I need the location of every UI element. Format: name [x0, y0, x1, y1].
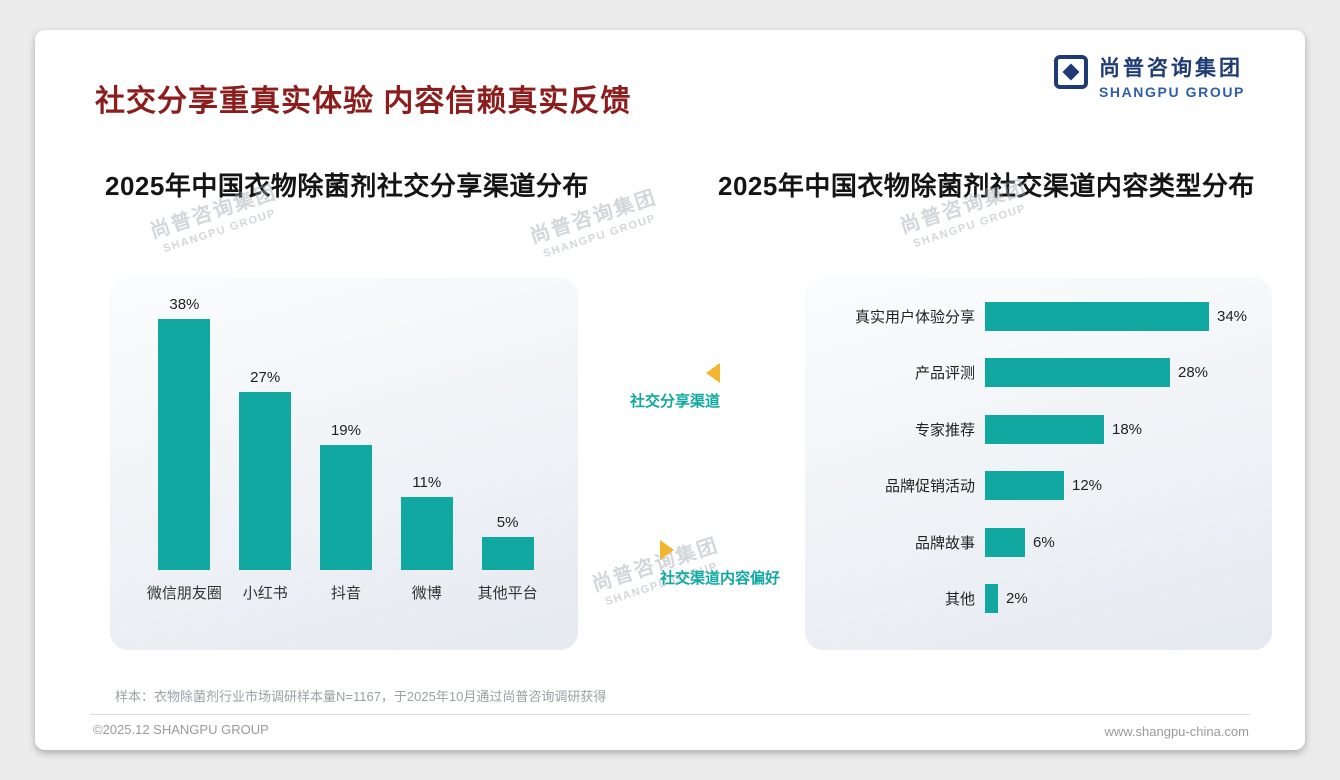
page-title: 社交分享重真实体验 内容信赖真实反馈: [95, 85, 632, 118]
annotation-content-preference-label: 社交渠道内容偏好: [660, 570, 781, 587]
share-channel-chart: 38% 微信朋友圈 27% 小红书 19% 抖音 11% 微博 5% 其他平台: [110, 278, 578, 650]
bar: [400, 497, 453, 570]
right-chart-title: 2025年中国衣物除菌剂社交渠道内容类型分布: [718, 171, 1255, 201]
bar-stack: 38%: [158, 278, 211, 570]
bar: [985, 527, 1025, 557]
bar-value-label: 2%: [1006, 590, 1028, 608]
bar-value-label: 38%: [169, 296, 200, 313]
bar-category-label: 专家推荐: [914, 421, 975, 439]
bar-category-label: 微信朋友圈: [146, 585, 222, 602]
bar-group: 38% 微信朋友圈: [144, 278, 225, 603]
vertical-chart-plot: 38% 微信朋友圈 27% 小红书 19% 抖音 11% 微博 5% 其他平台: [130, 278, 562, 603]
bar-row: 品牌促销活动 12%: [827, 458, 1262, 515]
annotation-share-channel-label: 社交分享渠道: [629, 393, 720, 410]
bar: [481, 537, 534, 570]
sample-note: 样本：衣物除菌剂行业市场调研样本量N=1167，于2025年10月通过尚普咨询调…: [115, 689, 607, 704]
bar-group: 5% 其他平台: [467, 278, 548, 603]
bar: [319, 445, 372, 570]
bar-group: 19% 抖音: [306, 278, 387, 603]
bar-value-label: 5%: [496, 514, 519, 531]
bar-row: 产品评测 28%: [827, 345, 1262, 402]
bar-value-label: 6%: [1033, 533, 1055, 551]
bar: [985, 471, 1064, 501]
bar-category-label: 品牌促销活动: [884, 478, 975, 496]
bar-stack: 27%: [239, 278, 292, 570]
footer-divider: [90, 714, 1250, 715]
bar: [985, 414, 1104, 444]
bar-value-label: 12%: [1072, 477, 1103, 495]
content-type-chart: 真实用户体验分享 34% 产品评测 28% 专家推荐 18% 品牌促销活动 12% 品牌故事 6%…: [805, 278, 1272, 650]
logo-text: 尚普咨询集团 SHANGPU GROUP: [1099, 52, 1245, 100]
bar-category-label: 抖音: [330, 585, 361, 602]
shangpu-logo-icon: [1053, 55, 1088, 89]
bar: [239, 392, 292, 570]
arrow-right-icon: [660, 540, 674, 560]
bar-category-label: 真实用户体验分享: [854, 308, 975, 326]
bar-value-label: 11%: [412, 474, 442, 491]
bar-value-label: 28%: [1178, 364, 1209, 382]
watermark-en: SHANGPU GROUP: [911, 202, 1028, 251]
bar-category-label: 微博: [411, 585, 442, 602]
website-text: www.shangpu-china.com: [1104, 724, 1249, 739]
bar-stack: 11%: [400, 278, 453, 570]
bar-category-label: 其他平台: [477, 585, 538, 602]
logo: 尚普咨询集团 SHANGPU GROUP: [1053, 52, 1245, 100]
bar-value-label: 27%: [250, 369, 281, 386]
bar: [985, 358, 1170, 388]
copyright-text: ©2025.12 SHANGPU GROUP: [93, 722, 269, 737]
horizontal-chart-plot: 真实用户体验分享 34% 产品评测 28% 专家推荐 18% 品牌促销活动 12% 品牌故事 6%…: [827, 288, 1262, 627]
arrow-left-icon: [706, 363, 720, 383]
bar: [985, 301, 1209, 331]
bar-row: 品牌故事 6%: [827, 514, 1262, 571]
bar-value-label: 19%: [330, 422, 361, 439]
annotation-content-preference: 社交渠道内容偏好: [660, 540, 830, 588]
bar: [985, 584, 998, 614]
bar-category-label: 其他: [944, 591, 975, 609]
bar-row: 真实用户体验分享 34%: [827, 288, 1262, 345]
logo-name-cn: 尚普咨询集团: [1098, 57, 1243, 80]
bar-row: 专家推荐 18%: [827, 401, 1262, 458]
annotation-share-channel: 社交分享渠道: [592, 363, 720, 411]
bar-group: 27% 小红书: [225, 278, 306, 603]
slide-card: 尚普咨询集团 SHANGPU GROUP 尚普咨询集团 SHANGPU GROU…: [35, 30, 1305, 750]
bar-value-label: 18%: [1112, 420, 1143, 438]
bar: [158, 319, 211, 570]
watermark-en: SHANGPU GROUP: [161, 207, 278, 256]
left-chart-title: 2025年中国衣物除菌剂社交分享渠道分布: [105, 171, 589, 201]
bar-category-label: 品牌故事: [914, 534, 975, 552]
bar-value-label: 34%: [1217, 307, 1248, 325]
bar-group: 11% 微博: [386, 278, 467, 603]
bar-stack: 19%: [319, 278, 372, 570]
bar-category-label: 小红书: [242, 585, 288, 602]
watermark-en: SHANGPU GROUP: [541, 212, 658, 261]
logo-name-en: SHANGPU GROUP: [1098, 84, 1245, 100]
bar-row: 其他 2%: [827, 571, 1262, 628]
bar-category-label: 产品评测: [914, 365, 975, 383]
bar-stack: 5%: [481, 278, 534, 570]
